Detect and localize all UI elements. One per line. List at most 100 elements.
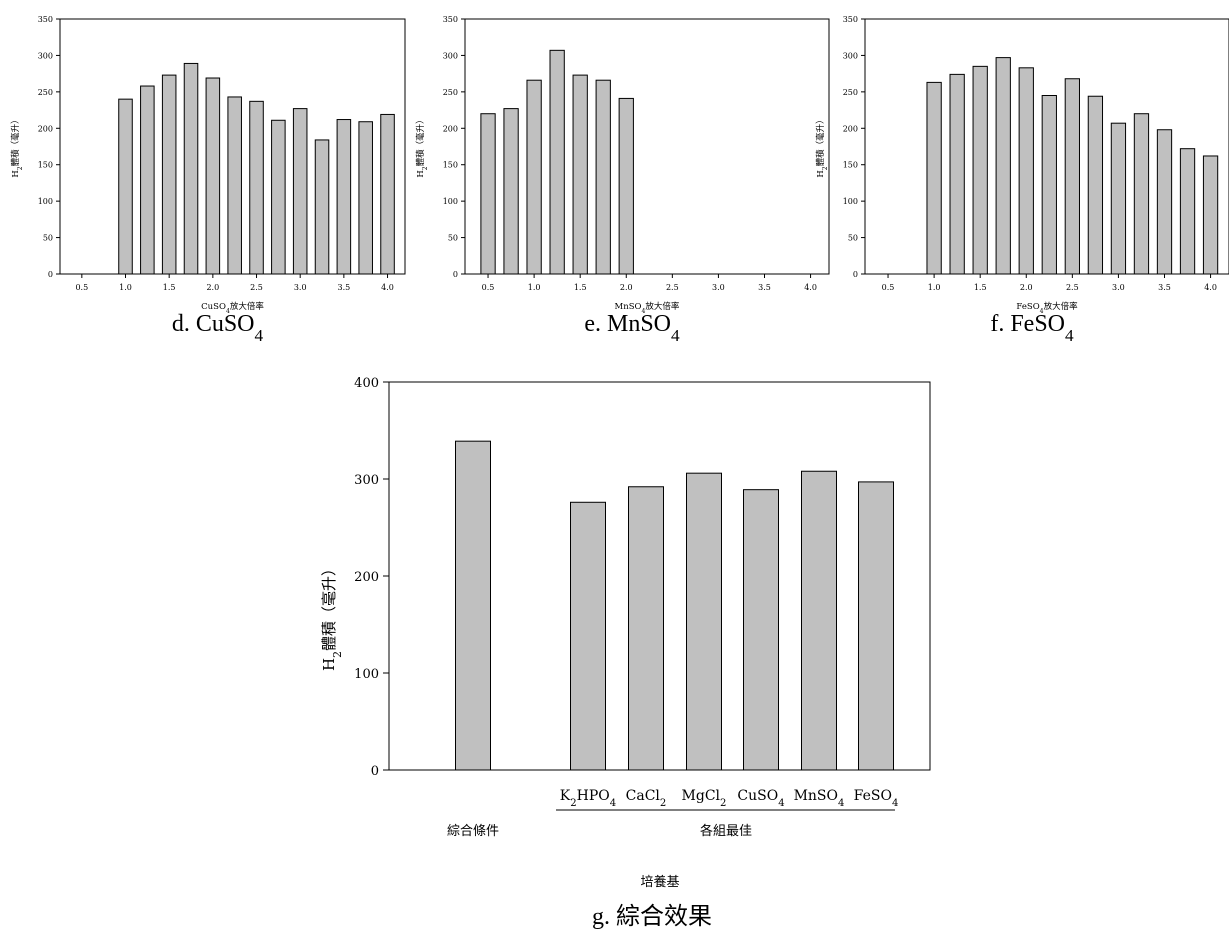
- bar: [358, 121, 373, 275]
- bar: [314, 139, 330, 275]
- y-axis-label: H2體積（毫升）: [320, 561, 344, 671]
- x-tick-label: 1.5: [974, 283, 987, 292]
- y-tick-label: 350: [38, 15, 53, 24]
- x-tick-label: 2.0: [620, 283, 633, 292]
- chart-d: 0 50 100 150 200 250 300 350 0.5 1.0 1.5 2.0 2.5 3.0 3…: [10, 15, 406, 345]
- x-tick-label: 2.0: [206, 283, 219, 292]
- x-tick-label: 4.0: [804, 283, 817, 292]
- panel-caption: d. CuSO4: [172, 311, 264, 345]
- y-tick-label: 200: [443, 124, 458, 133]
- bar: [183, 62, 199, 275]
- bar: [949, 73, 965, 275]
- bar: [503, 108, 519, 275]
- bar: [336, 119, 352, 275]
- bar: [249, 100, 264, 275]
- bar: [686, 472, 722, 771]
- plot-frame: [464, 18, 830, 275]
- x-tick-label: 1.0: [528, 283, 541, 292]
- y-tick-label: 300: [443, 51, 458, 60]
- y-tick-label: 150: [38, 161, 53, 170]
- x-tick-label: 1.0: [928, 283, 941, 292]
- bar: [480, 113, 496, 275]
- category-label: CuSO4: [737, 788, 784, 809]
- bar: [1179, 148, 1196, 275]
- x-tick-label: 0.5: [75, 283, 88, 292]
- bar: [118, 98, 133, 275]
- x-tick-label: 3.0: [294, 283, 307, 292]
- y-tick-label: 0: [48, 270, 53, 279]
- chart-f: 0 50 100 150 200 250 300 350 0.5 1.0 1.5 2.0 2.5 3.0 3…: [815, 15, 1229, 345]
- x-axis-label: MnSO4放大倍率: [615, 301, 680, 315]
- y-tick-label: 250: [843, 88, 858, 97]
- bar: [380, 113, 395, 275]
- bar: [271, 119, 286, 275]
- bar: [595, 79, 611, 275]
- bar: [1064, 78, 1080, 275]
- y-tick-label: 50: [448, 234, 458, 243]
- bar: [161, 74, 177, 275]
- x-tick-label: 3.0: [712, 283, 725, 292]
- y-tick-label: 350: [843, 15, 858, 24]
- y-tick-label: 250: [38, 88, 53, 97]
- x-tick-label: 2.5: [250, 283, 263, 292]
- bar: [549, 49, 565, 275]
- panel-caption: f. FeSO4: [990, 311, 1074, 345]
- x-tick-label: 3.5: [1158, 283, 1171, 292]
- bar: [995, 57, 1011, 275]
- bar: [1087, 95, 1104, 275]
- bar: [1202, 155, 1219, 275]
- y-tick-label: 200: [354, 570, 379, 585]
- bar: [972, 65, 988, 275]
- bar: [1018, 67, 1034, 275]
- x-tick-label: 2.5: [666, 283, 679, 292]
- x-tick-label: 1.0: [119, 283, 132, 292]
- y-tick-label: 0: [371, 764, 379, 779]
- bar: [292, 108, 308, 275]
- y-tick-label: 300: [354, 473, 379, 488]
- category-label: CaCl2: [626, 788, 667, 809]
- y-axis-label: H2體積（毫升）: [815, 115, 829, 177]
- x-tick-label: 2.5: [1066, 283, 1079, 292]
- bar: [205, 77, 221, 275]
- y-tick-label: 150: [843, 161, 858, 170]
- bar: [1110, 122, 1127, 275]
- x-tick-label: 1.5: [574, 283, 587, 292]
- bar: [1041, 95, 1057, 275]
- bar: [455, 440, 491, 771]
- x-tick-label: 1.5: [163, 283, 176, 292]
- x-tick-label: 4.0: [1204, 283, 1217, 292]
- bar: [140, 85, 155, 275]
- chart-g: 0 100 200 300 400 K2HPO4 CaCl2 MgCl2 CuSO4 MnSO4 F…: [320, 376, 931, 930]
- y-tick-label: 100: [354, 667, 379, 682]
- y-tick-label: 200: [843, 124, 858, 133]
- y-axis-label: H2體積（毫升）: [10, 115, 24, 177]
- group-label-combined: 綜合條件: [447, 824, 499, 839]
- x-axis-label: 培養基: [640, 874, 679, 890]
- bar: [858, 481, 894, 771]
- y-tick-label: 50: [43, 234, 53, 243]
- y-axis-label: H2體積（毫升）: [415, 115, 429, 177]
- bar: [526, 79, 542, 275]
- y-tick-label: 400: [354, 376, 379, 391]
- category-label: K2HPO4: [560, 788, 616, 809]
- y-tick-label: 50: [848, 234, 858, 243]
- chart-e: 0 50 100 150 200 250 300 350 0.5 1.0 1.5 2.0 2.5 3.0 3…: [415, 15, 830, 345]
- x-tick-label: 0.5: [482, 283, 495, 292]
- y-tick-label: 100: [843, 197, 858, 206]
- y-tick-label: 100: [38, 197, 53, 206]
- panel-caption: g. 綜合效果: [592, 903, 712, 930]
- x-axis-label: CuSO4放大倍率: [201, 301, 264, 315]
- x-tick-label: 3.0: [1112, 283, 1125, 292]
- y-tick-label: 0: [853, 270, 858, 279]
- x-tick-label: 4.0: [381, 283, 394, 292]
- y-tick-label: 350: [443, 15, 458, 24]
- y-tick-label: 200: [38, 124, 53, 133]
- bar: [570, 501, 606, 771]
- category-label: MgCl2: [682, 788, 727, 809]
- bar: [628, 486, 664, 771]
- bar: [618, 97, 634, 275]
- bar: [801, 470, 837, 771]
- y-tick-label: 100: [443, 197, 458, 206]
- bar: [743, 489, 779, 771]
